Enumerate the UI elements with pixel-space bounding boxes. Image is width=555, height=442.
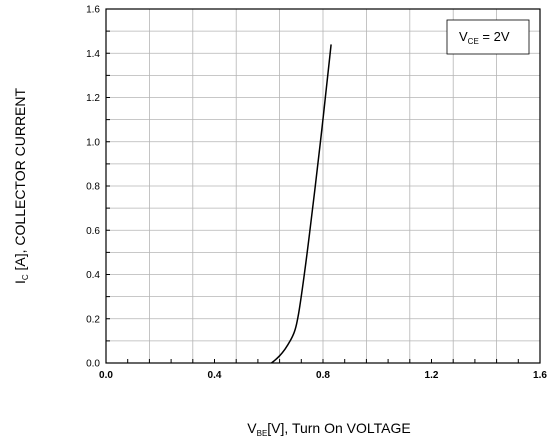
x-axis-title: VBE[V], Turn On VOLTAGE: [247, 420, 410, 438]
x-tick-label: 0.0: [99, 370, 113, 381]
x-tick-label: 0.4: [208, 370, 222, 381]
y-tick-labels: 0.0 0.2 0.4 0.6 0.8 1.0 1.2 1.4 1.6: [86, 5, 100, 370]
x-title-main: V: [247, 420, 257, 436]
y-tick-label: 1.0: [86, 137, 100, 148]
y-tick-label: 0.4: [86, 270, 100, 281]
x-title-rest: [V], Turn On VOLTAGE: [267, 420, 410, 436]
vce-sub: CE: [468, 37, 479, 46]
y-tick-label: 1.2: [86, 93, 100, 104]
legend-box: VCE = 2V: [446, 19, 530, 55]
y-tick-label: 1.6: [86, 5, 100, 16]
y-title-main: I: [12, 280, 28, 284]
tick-marks: [106, 30, 519, 363]
grid: [106, 9, 540, 363]
y-title-sub: C: [21, 274, 30, 280]
x-tick-label: 0.8: [316, 370, 330, 381]
vce-main: V: [459, 29, 468, 44]
x-tick-label: 1.6: [533, 370, 547, 381]
y-tick-label: 0.2: [86, 314, 100, 325]
y-tick-label: 0.6: [86, 226, 100, 237]
legend-frame: [446, 19, 530, 55]
y-axis-title: IC [A], COLLECTOR CURRENT: [12, 87, 30, 284]
y-tick-label: 1.4: [86, 49, 100, 60]
x-tick-label: 1.2: [425, 370, 439, 381]
y-title-rest: [A], COLLECTOR CURRENT: [12, 87, 28, 274]
vce-annotation: VCE = 2V: [459, 29, 510, 46]
x-tick-labels: 0.0 0.4 0.8 1.2 1.6: [99, 370, 547, 381]
vce-rest: = 2V: [479, 29, 510, 44]
y-tick-label: 0.0: [86, 359, 100, 370]
x-title-sub: BE: [257, 429, 268, 438]
series-line: [271, 44, 332, 364]
y-tick-label: 0.8: [86, 182, 100, 193]
